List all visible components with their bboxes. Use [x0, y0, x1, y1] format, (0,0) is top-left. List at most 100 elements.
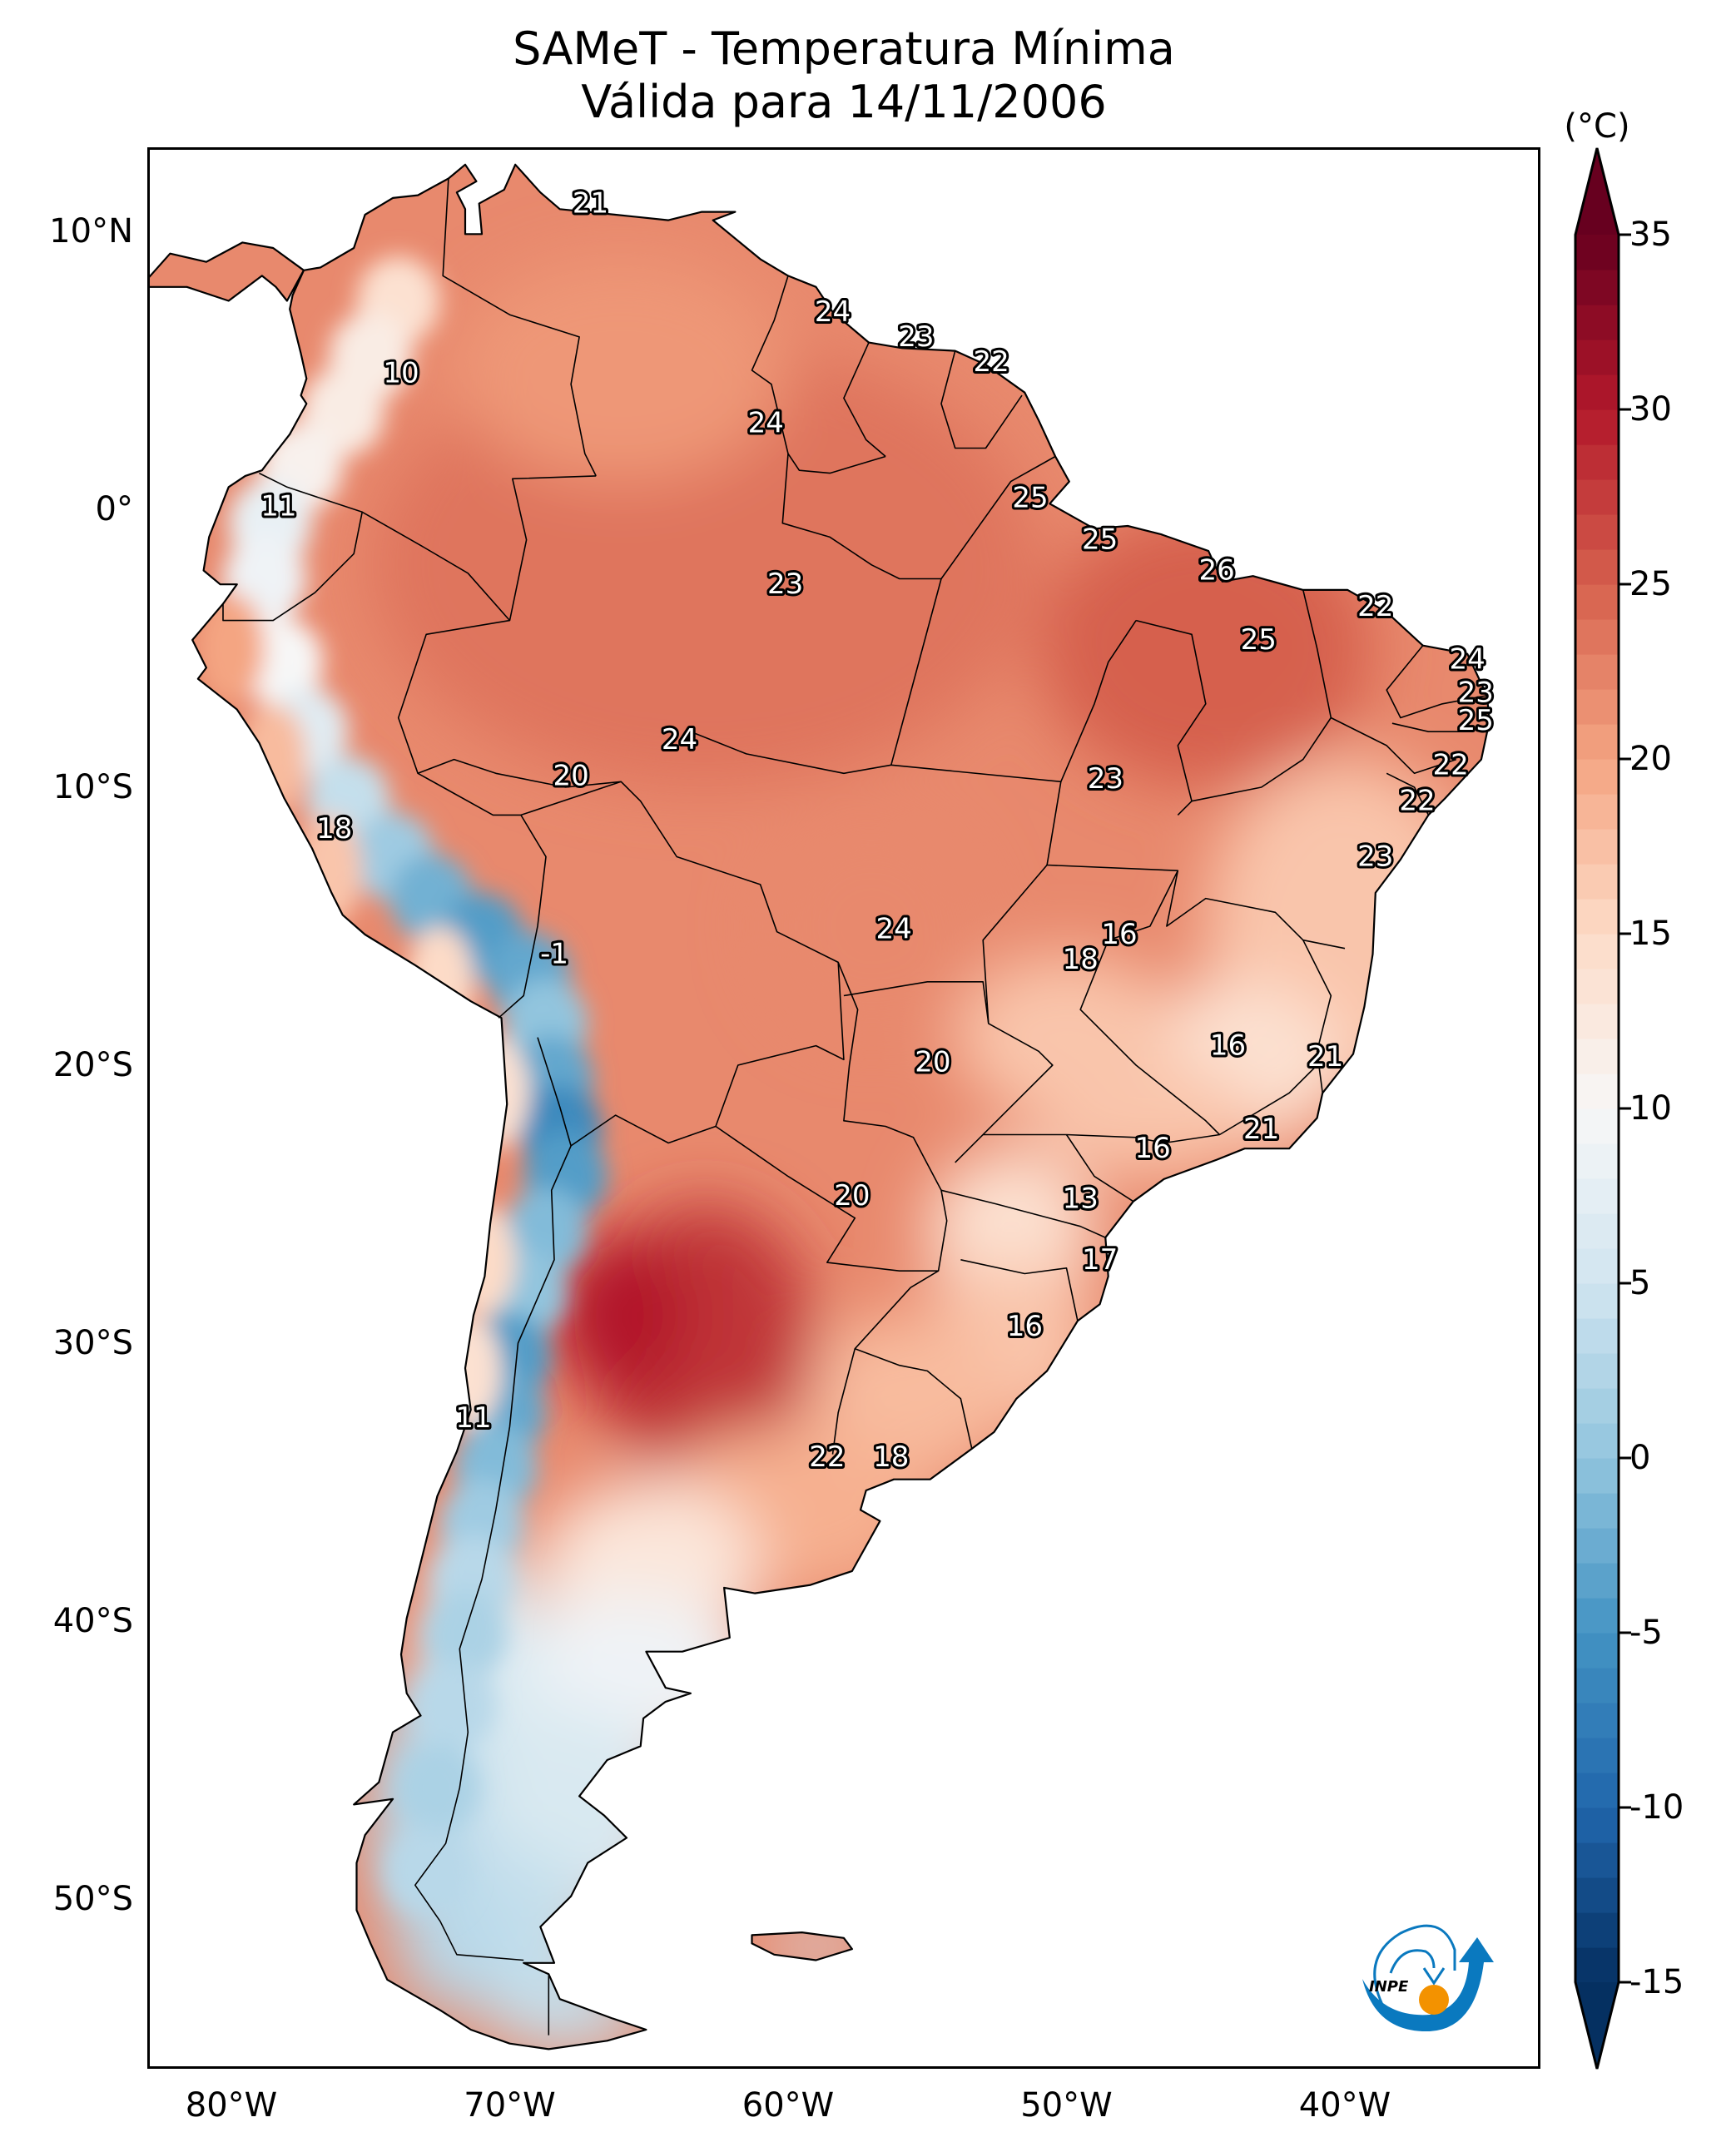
colorbar-segment — [1575, 899, 1619, 935]
colorbar-segment — [1575, 1633, 1619, 1669]
station-value-label: 18 — [1063, 943, 1099, 976]
field-andes — [423, 1590, 508, 1680]
station-value-label: 20 — [915, 1046, 950, 1079]
border-line — [831, 1348, 856, 1455]
colorbar-segment — [1575, 1178, 1619, 1214]
station-value-label: 25 — [1012, 482, 1048, 515]
border-line — [955, 864, 1054, 1163]
field-andes — [384, 1827, 469, 1916]
field-blob — [482, 1968, 649, 2050]
svg-text:INPE: INPE — [1369, 1978, 1409, 1996]
station-value-label: 20 — [834, 1179, 870, 1212]
border-line — [854, 1270, 973, 1450]
station-value-label: 24 — [875, 912, 911, 945]
lon-tick-label: 50°W — [1020, 2086, 1113, 2125]
station-value-label: 11 — [455, 1401, 491, 1435]
station-value-label: 23 — [767, 568, 803, 601]
colorbar-segment — [1575, 549, 1619, 585]
border-line — [843, 981, 990, 1024]
inpe-logo: INPE — [1362, 1924, 1494, 2032]
station-value-label: 16 — [1101, 918, 1137, 951]
station-value-label: 11 — [260, 490, 296, 523]
field-blob — [1039, 1065, 1262, 1177]
station-value-label: 24 — [662, 723, 697, 756]
colorbar-segment — [1575, 759, 1619, 795]
border-line — [843, 342, 886, 458]
station-value-label: 20 — [553, 760, 588, 793]
colorbar-segment — [1575, 794, 1619, 830]
colorbar-segment — [1575, 1563, 1619, 1599]
field-andes — [395, 1743, 479, 1832]
lat-tick-label: 0° — [95, 490, 133, 528]
colorbar-segment — [1575, 724, 1619, 760]
colorbar-segment — [1575, 654, 1619, 690]
station-value-label: 24 — [815, 295, 851, 329]
colorbar-segment — [1575, 1738, 1619, 1773]
station-value-label: 24 — [748, 406, 784, 439]
colorbar-segment — [1575, 479, 1619, 515]
colorbar-segment — [1575, 444, 1619, 480]
colorbar-segment — [1575, 1458, 1619, 1494]
lat-tick-label: 20°S — [52, 1046, 133, 1084]
lon-tick-label: 70°W — [464, 2086, 556, 2125]
lat-tick-label: 10°S — [52, 768, 133, 806]
lat-tick-label: 30°S — [52, 1324, 133, 1362]
station-value-label: 18 — [873, 1440, 909, 1474]
station-value-label: 16 — [1135, 1132, 1171, 1165]
station-value-label: 22 — [1432, 748, 1468, 781]
colorbar-segment — [1575, 1668, 1619, 1703]
border-line — [1191, 589, 1332, 802]
colorbar-segment — [1575, 1004, 1619, 1039]
field-blob — [398, 1899, 510, 2011]
colorbar-tick-label: -10 — [1629, 1788, 1684, 1827]
border-line — [520, 781, 845, 1147]
border-line — [940, 1189, 1106, 1238]
border-line — [222, 472, 363, 622]
colorbar-segment — [1575, 1598, 1619, 1634]
lat-tick-label: 40°S — [52, 1602, 133, 1640]
colorbar-segment — [1575, 1283, 1619, 1319]
colorbar-segment — [1575, 1143, 1619, 1179]
station-value-label: 25 — [1082, 523, 1118, 557]
colorbar-tick-label: 30 — [1629, 390, 1672, 429]
border-line — [1391, 722, 1471, 732]
colorbar-segment — [1575, 1912, 1619, 1948]
station-value-label: 23 — [1458, 676, 1494, 709]
lat-tick-label: 50°S — [52, 1880, 133, 1918]
map-frame: 21 24 23 22 10 24 11 25 25 23 26 22 25 24 23 25 24 20 23 22… — [147, 147, 1540, 2069]
station-value-label: 22 — [809, 1440, 845, 1474]
lat-tick-label: 10°N — [49, 212, 133, 250]
colorbar-segment — [1575, 1703, 1619, 1738]
colorbar-segment — [1575, 1423, 1619, 1459]
field-coast — [240, 703, 307, 816]
station-value-label: 23 — [1357, 840, 1393, 874]
border-line — [751, 275, 886, 474]
colorbar-segment — [1575, 864, 1619, 900]
colorbar — [1574, 147, 1631, 2070]
border-line — [1046, 781, 1346, 950]
colorbar-segment — [1575, 969, 1619, 1004]
temperature-field — [150, 164, 1490, 2050]
colorbar-tick-label: -15 — [1629, 1963, 1684, 2001]
station-value-label: 22 — [974, 345, 1009, 379]
station-value-label: 25 — [1241, 623, 1277, 657]
border-line — [1079, 870, 1221, 1136]
colorbar-tick-label: 15 — [1629, 915, 1672, 953]
border-line — [1302, 940, 1332, 1093]
border-line — [715, 962, 948, 1272]
colorbar-segment — [1575, 1947, 1619, 1983]
station-value-label: 18 — [316, 812, 352, 845]
colorbar-segment — [1575, 934, 1619, 969]
colorbar-segment — [1575, 1248, 1619, 1284]
colorbar-segment — [1575, 1108, 1619, 1144]
border-line — [940, 455, 1056, 579]
colorbar-extend-max — [1575, 148, 1619, 235]
station-value-label: 17 — [1082, 1243, 1118, 1277]
colorbar-segment — [1575, 1388, 1619, 1424]
coastline — [150, 163, 1490, 2050]
colorbar-segment — [1575, 689, 1619, 725]
colorbar-segment — [1575, 305, 1619, 340]
station-value-label: 22 — [1357, 590, 1393, 623]
lon-tick-label: 60°W — [742, 2086, 835, 2125]
